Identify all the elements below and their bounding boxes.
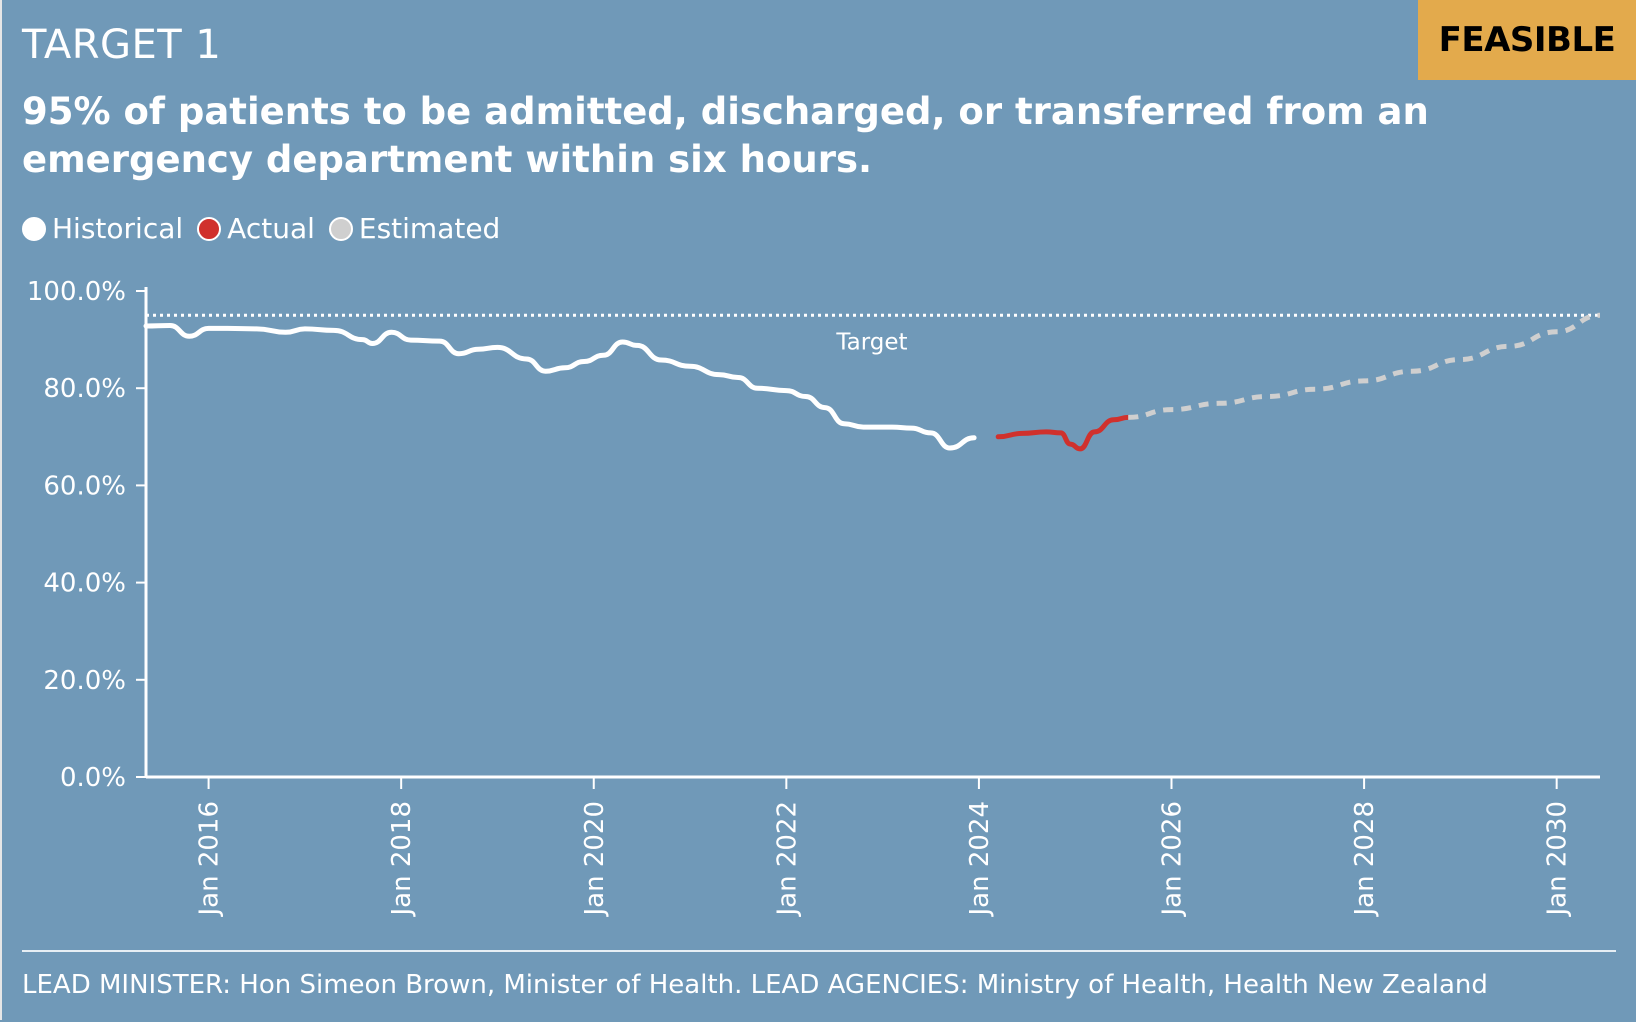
x-tick-label: Jan 2024 (965, 801, 995, 918)
x-tick-label: Jan 2020 (580, 801, 610, 918)
legend-item-estimated: Estimated (328, 212, 501, 245)
legend-label-historical: Historical (52, 212, 184, 245)
legend-dot-estimated-icon (328, 216, 353, 241)
x-tick-label: Jan 2018 (387, 801, 417, 918)
x-tick-label: Jan 2026 (1158, 801, 1188, 918)
target-label: Target (835, 329, 907, 355)
legend-dot-actual-icon (197, 216, 222, 241)
series-line-historical (143, 323, 977, 451)
x-tick-label: Jan 2016 (195, 801, 225, 918)
y-tick-label: 40.0% (43, 569, 126, 599)
y-tick-label: 20.0% (43, 666, 126, 696)
y-tick-label: 0.0% (60, 763, 126, 793)
y-tick-label: 100.0% (27, 277, 126, 307)
legend-item-actual: Actual (197, 212, 315, 245)
y-tick-label: 80.0% (43, 374, 126, 404)
target-label: TARGET 1 (22, 22, 222, 68)
legend-item-historical: Historical (22, 212, 183, 245)
feasible-badge: FEASIBLE (1418, 0, 1636, 80)
footer-text: LEAD MINISTER: Hon Simeon Brown, Ministe… (22, 970, 1488, 1000)
x-tick-label: Jan 2028 (1350, 801, 1380, 918)
footer-divider (22, 950, 1616, 952)
legend-dot-historical-icon (22, 216, 46, 241)
line-chart: 0.0% 20.0% 40.0% 60.0% 80.0% 100.0% Jan 2016 Ja… (27, 277, 1601, 918)
x-tick-label: Jan 2030 (1543, 801, 1573, 918)
x-tick-label: Jan 2022 (772, 801, 802, 918)
legend-label-actual: Actual (227, 212, 315, 245)
series-line-actual (995, 414, 1131, 452)
chart-legend: Historical Actual Estimated (22, 212, 514, 245)
series-line-estimated (1128, 312, 1601, 420)
legend-label-estimated: Estimated (358, 212, 501, 245)
y-tick-label: 60.0% (43, 471, 126, 501)
page-title: 95% of patients to be admitted, discharg… (22, 90, 1429, 181)
